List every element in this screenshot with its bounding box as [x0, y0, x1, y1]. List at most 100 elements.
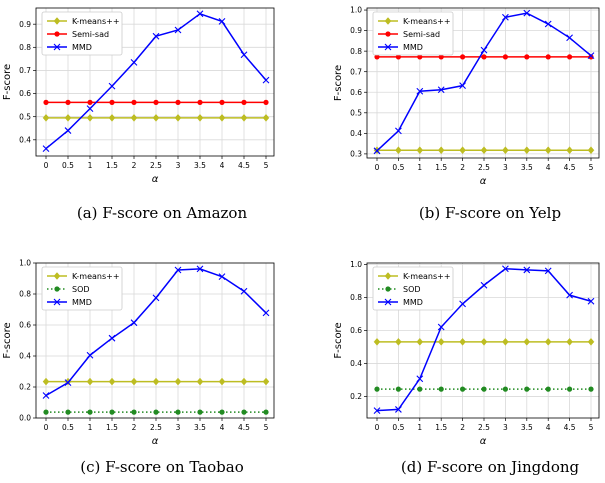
x-tick-label: 3.5: [521, 423, 533, 432]
x-tick-label: 5: [264, 161, 269, 170]
data-point: [240, 113, 248, 122]
series-sod: [374, 386, 594, 392]
data-point: [544, 146, 552, 155]
y-tick-label: 0.6: [19, 89, 31, 98]
legend-label: K-means++: [403, 17, 451, 26]
data-point: [241, 99, 247, 105]
x-tick-label: 2: [460, 163, 465, 172]
data-point: [437, 337, 445, 346]
data-point: [567, 386, 573, 392]
data-point: [263, 409, 269, 415]
x-axis-label: α: [152, 436, 159, 447]
y-tick-label: 1.0: [19, 259, 31, 268]
data-point: [523, 146, 531, 155]
data-point: [502, 146, 509, 155]
y-tick-label: 0.4: [19, 135, 31, 144]
data-point: [374, 54, 380, 60]
data-point: [566, 337, 573, 346]
data-point: [218, 273, 226, 281]
x-axis-label: α: [152, 174, 159, 185]
x-tick-label: 4: [546, 423, 551, 432]
x-tick-label: 1.5: [106, 161, 118, 170]
data-point: [502, 13, 509, 21]
legend-swatch-marker: [384, 43, 392, 51]
legend-box: [41, 11, 123, 56]
data-point: [174, 26, 182, 34]
legend-label: MMD: [72, 43, 92, 52]
data-point: [130, 58, 138, 66]
data-point: [587, 146, 595, 155]
legend-label: SOD: [72, 285, 90, 294]
x-tick-label: 2.5: [150, 423, 162, 432]
series-k-means-: [42, 377, 270, 386]
y-tick-label: 1.0: [350, 6, 362, 15]
data-point: [197, 99, 203, 105]
legend-swatch-marker: [384, 298, 392, 306]
y-tick-label: 0.4: [19, 352, 31, 361]
data-point: [587, 337, 595, 346]
legend-label: K-means++: [403, 272, 451, 281]
data-point: [152, 377, 160, 386]
data-point: [86, 351, 94, 359]
legend-box: [41, 266, 123, 311]
data-point: [566, 34, 573, 42]
data-point: [196, 10, 204, 18]
legend: K-means++ Semi-sad MMD: [41, 11, 123, 56]
x-tick-label: 1: [417, 163, 422, 172]
x-tick-label: 2.5: [478, 423, 490, 432]
data-point: [109, 99, 115, 105]
y-tick-label: 0.8: [19, 43, 31, 52]
y-tick-label: 0.3: [350, 149, 362, 158]
data-point: [437, 323, 445, 331]
data-point: [174, 377, 182, 386]
y-tick-label: 0.6: [350, 88, 362, 97]
y-tick-label: 0.5: [19, 112, 31, 121]
legend-label: K-means++: [72, 17, 120, 26]
series-k-means-: [42, 113, 270, 122]
y-tick-label: 0.6: [19, 321, 31, 330]
legend: K-means++ SOD MMD: [41, 266, 123, 311]
data-point: [175, 99, 181, 105]
legend-swatch-marker: [384, 272, 392, 280]
data-point: [523, 337, 531, 346]
legend-swatch-marker: [385, 31, 391, 37]
data-point: [43, 409, 49, 415]
data-point: [502, 337, 509, 346]
x-tick-label: 1: [88, 161, 93, 170]
x-tick-label: 1.5: [106, 423, 118, 432]
data-point: [42, 377, 50, 386]
x-tick-label: 5: [589, 423, 594, 432]
data-point: [480, 146, 488, 155]
data-point: [502, 265, 509, 273]
x-tick-label: 0: [44, 161, 49, 170]
x-tick-label: 3: [503, 423, 508, 432]
x-tick-label: 0.5: [392, 163, 404, 172]
data-point: [262, 113, 270, 122]
data-point: [218, 113, 226, 122]
data-point: [544, 337, 552, 346]
data-point: [240, 51, 248, 59]
x-tick-label: 1.5: [435, 163, 447, 172]
legend-swatch-marker: [385, 286, 391, 292]
x-tick-label: 0: [375, 423, 380, 432]
data-point: [374, 386, 380, 392]
data-point: [416, 87, 424, 95]
data-point: [263, 99, 269, 105]
x-tick-label: 2: [132, 423, 137, 432]
data-point: [417, 386, 423, 392]
data-point: [502, 54, 508, 60]
x-tick-label: 4: [220, 161, 225, 170]
data-point: [587, 297, 595, 305]
data-point: [437, 86, 445, 94]
series-k-means-: [373, 337, 595, 346]
y-axis-label: F-score: [2, 322, 13, 358]
x-tick-label: 0.5: [62, 161, 74, 170]
panel-caption: (a) F-score on Amazon: [77, 204, 248, 222]
y-axis-label: F-score: [2, 64, 13, 100]
y-tick-label: 1.0: [350, 260, 362, 269]
legend: K-means++ Semi-sad MMD: [372, 11, 454, 56]
data-point: [438, 386, 444, 392]
data-point: [524, 54, 530, 60]
data-point: [523, 266, 531, 274]
plot-frame: [366, 7, 600, 159]
